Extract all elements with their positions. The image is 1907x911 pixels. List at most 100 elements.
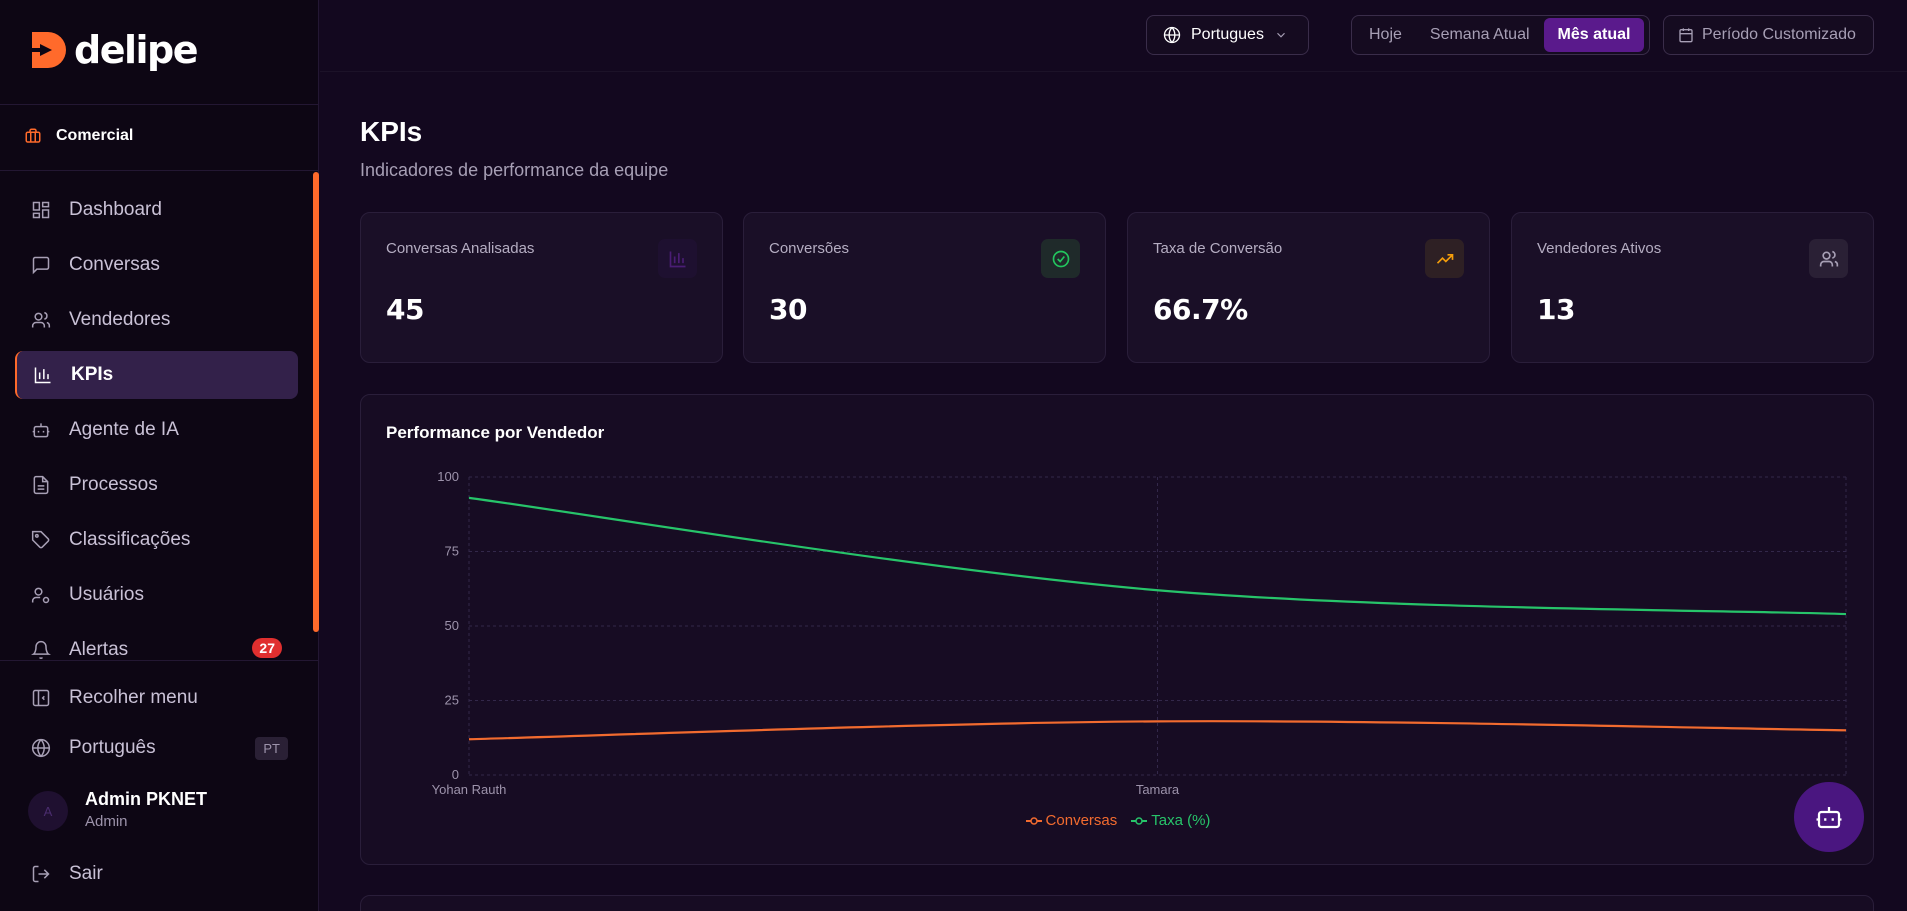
check-circle-icon (1041, 239, 1080, 278)
sidebar-item-classificacoes[interactable]: Classificações (15, 516, 298, 564)
custom-period-label: Período Customizado (1702, 26, 1856, 43)
sidebar-item-agente-ia[interactable]: Agente de IA (15, 406, 298, 454)
sidebar-item-label: Alertas (69, 639, 129, 660)
sidebar-item-alertas[interactable]: Alertas 27 (15, 626, 298, 674)
avatar[interactable]: A (28, 791, 68, 831)
collapse-menu-label: Recolher menu (69, 687, 198, 708)
collapse-sidebar-icon (32, 689, 50, 707)
kpi-value: 13 (1537, 293, 1575, 326)
sidebar-divider (0, 660, 319, 661)
sidebar-item-vendedores[interactable]: Vendedores (15, 296, 298, 344)
kpi-value: 66.7% (1153, 293, 1248, 326)
user-role: Admin (85, 813, 128, 830)
period-selector: Hoje Semana Atual Mês atual (1351, 15, 1650, 55)
chat-icon (32, 256, 50, 275)
kpi-card-conversoes: Conversões 30 (743, 212, 1106, 363)
user-name: Admin PKNET (85, 789, 208, 809)
kpi-label: Conversões (769, 240, 850, 257)
sidebar-item-label: Conversas (69, 254, 160, 275)
sidebar-item-label: Usuários (69, 584, 144, 605)
sidebar-divider (0, 170, 319, 171)
document-icon (33, 475, 49, 495)
logo-text: delipe (74, 28, 199, 72)
sidebar-item-label: Agente de IA (69, 419, 179, 440)
legend-label: Taxa (%) (1151, 812, 1211, 829)
dashboard-icon (32, 201, 50, 219)
calendar-icon (1679, 28, 1693, 43)
page-subtitle: Indicadores de performance da equipe (360, 160, 669, 180)
tag-icon (31, 530, 50, 549)
bar-chart-icon (34, 367, 51, 384)
period-today-button[interactable]: Hoje (1369, 26, 1402, 43)
sidebar-item-processos[interactable]: Processos (15, 461, 298, 509)
language-select-value: Portugues (1191, 26, 1264, 43)
bot-icon (32, 423, 50, 438)
performance-chart-card: Performance por Vendedor 0 25 50 75 100 Yohan… (360, 394, 1874, 865)
kpi-card-taxa-conversao: Taxa de Conversão 66.7% (1127, 212, 1490, 363)
chart-title: Performance por Vendedor (386, 423, 605, 442)
topbar (320, 0, 1907, 72)
series-line-taxa- (468, 496, 1847, 616)
page-title: KPIs (360, 116, 423, 147)
kpi-card-vendedores-ativos: Vendedores Ativos 13 (1511, 212, 1874, 363)
y-tick-label: 25 (445, 693, 459, 708)
chevron-down-icon (1277, 32, 1285, 38)
sidebar-item-label: Vendedores (69, 309, 171, 330)
legend-item-conversas[interactable]: Conversas (1025, 812, 1118, 829)
series-line-conversas (468, 720, 1847, 741)
logout-label: Sair (69, 863, 103, 884)
sidebar-divider (0, 104, 319, 105)
kpi-label: Vendedores Ativos (1537, 240, 1662, 257)
y-tick-label: 0 (452, 767, 459, 782)
bot-icon (1816, 807, 1842, 829)
bell-icon (31, 640, 51, 660)
kpi-label: Taxa de Conversão (1153, 240, 1283, 257)
app-logo[interactable]: delipe (28, 26, 199, 74)
workspace-label: Comercial (56, 127, 134, 144)
logout-button[interactable]: Sair (15, 850, 298, 898)
kpi-label: Conversas Analisadas (386, 240, 535, 257)
legend-marker-icon (1025, 816, 1042, 825)
sidebar-item-kpis[interactable]: KPIs (15, 351, 298, 399)
bar-chart-icon (658, 239, 697, 278)
custom-period-button[interactable]: Período Customizado (1663, 15, 1874, 55)
sidebar-item-dashboard[interactable]: Dashboard (15, 186, 298, 234)
legend-item-taxa[interactable]: Taxa (%) (1131, 812, 1210, 829)
collapse-menu-button[interactable]: Recolher menu (15, 674, 298, 722)
briefcase-icon (25, 128, 41, 143)
users-icon (1809, 239, 1848, 278)
language-label: Português (69, 737, 156, 758)
y-tick-label: 100 (437, 469, 459, 484)
logo-mark-icon (32, 32, 66, 68)
period-week-button[interactable]: Semana Atual (1429, 26, 1530, 43)
sidebar-item-usuarios[interactable]: Usuários (15, 571, 298, 619)
workspace-selector[interactable]: Comercial (24, 125, 133, 147)
y-tick-label: 50 (445, 618, 459, 633)
kpi-value: 45 (386, 293, 424, 326)
alerts-count-badge: 27 (252, 638, 282, 658)
globe-icon (31, 738, 51, 758)
language-toggle[interactable]: Português (15, 724, 298, 772)
users-icon (31, 311, 51, 328)
ai-assistant-button[interactable] (1794, 782, 1864, 852)
logout-icon (32, 865, 50, 883)
sidebar: delipe Comercial Dashboard Conversas Ven… (0, 0, 319, 911)
language-select[interactable]: Portugues (1146, 15, 1309, 55)
kpi-value: 30 (769, 293, 807, 326)
x-tick-label: Yohan Rauth (432, 782, 507, 797)
globe-icon (1163, 26, 1181, 44)
performance-line-chart: 0 25 50 75 100 Yohan Rauth Tamara (432, 469, 1847, 797)
sidebar-item-label: Processos (69, 474, 158, 495)
kpi-card-conversas-analisadas: Conversas Analisadas 45 (360, 212, 723, 363)
next-section-card (360, 895, 1874, 911)
sidebar-item-conversas[interactable]: Conversas (15, 241, 298, 289)
user-gear-icon (31, 587, 50, 604)
y-tick-label: 75 (445, 544, 459, 559)
x-tick-label: Tamara (1136, 782, 1180, 797)
period-month-button[interactable]: Mês atual (1543, 18, 1645, 52)
legend-label: Conversas (1045, 812, 1118, 829)
trending-up-icon (1425, 239, 1464, 278)
sidebar-item-label: Classificações (69, 529, 191, 550)
sidebar-item-label: Dashboard (69, 199, 162, 220)
sidebar-scrollbar[interactable] (313, 172, 319, 632)
